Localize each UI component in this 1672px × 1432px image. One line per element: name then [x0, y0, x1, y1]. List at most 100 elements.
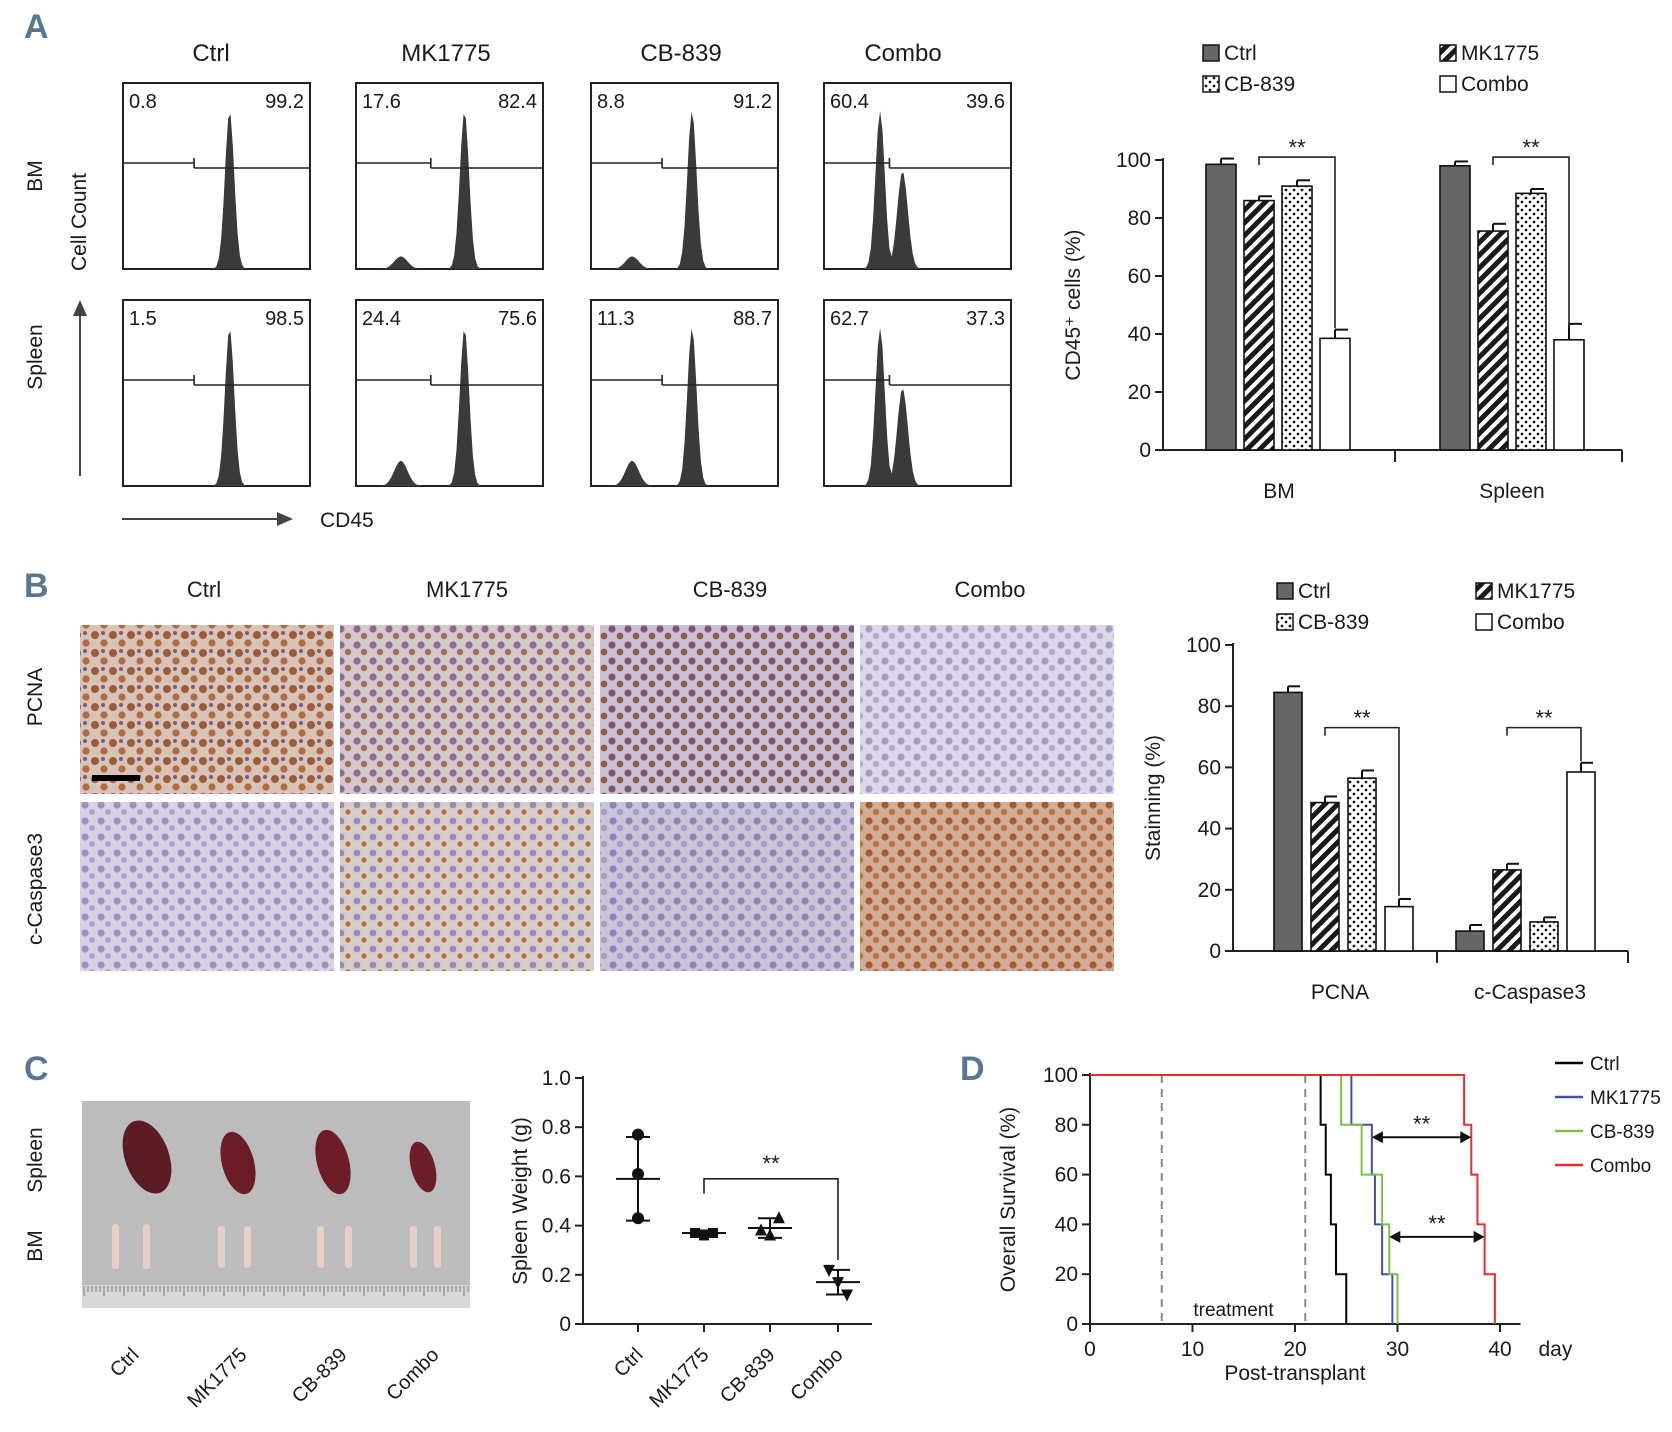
significance-bracket: [1506, 726, 1582, 762]
flow-gate: [356, 375, 543, 386]
y-tick-label: 40: [1055, 1213, 1078, 1236]
flow-ylabel: Cell Count: [68, 173, 91, 271]
flow-histogram: 17.6 82.4: [355, 82, 544, 270]
bar: [1529, 921, 1559, 952]
x-tick-label: Ctrl: [610, 1344, 648, 1382]
legend-label: Ctrl: [1590, 1054, 1620, 1075]
data-point: [699, 1230, 709, 1241]
ihc-image-pcna-cb839: [600, 625, 854, 794]
data-point: [708, 1227, 718, 1238]
survival-line: [1090, 1074, 1348, 1324]
flow-histogram: 24.4 75.6: [355, 299, 544, 487]
spleen-cb839: [315, 1129, 351, 1195]
significance-marker: **: [762, 1151, 780, 1176]
y-tick-label: 0.4: [542, 1215, 572, 1238]
flow-row-label: BM: [24, 160, 47, 192]
data-point: [632, 1128, 644, 1141]
data-point: [832, 1277, 844, 1290]
x-axis-label: Post-transplant: [1224, 1362, 1365, 1385]
x-tick-label: 30: [1386, 1338, 1409, 1361]
flow-gate-right-value: 91.2: [733, 91, 772, 113]
data-point: [773, 1211, 785, 1224]
photo-col-label: Ctrl: [106, 1344, 144, 1382]
significance-marker: **: [1522, 135, 1540, 160]
ruler: [82, 1285, 470, 1308]
flow-xlabel: CD45: [320, 509, 374, 532]
ruler-ticks: [83, 1286, 469, 1296]
bar: [1492, 869, 1522, 952]
photo-col-label: CB-839: [288, 1344, 352, 1408]
flow-col-label: CB-839: [640, 40, 721, 67]
survival-line: [1090, 1074, 1399, 1324]
x-category-label: BM: [1263, 480, 1295, 503]
ihc-col-label: MK1775: [426, 577, 508, 602]
panel-label-b: B: [24, 567, 49, 605]
spleen-weight-scatter: 0 0.2 0.4 0.6 0.8 1.0 Spleen Weight (g) CtrlMK1…: [509, 1067, 872, 1412]
legend-label: MK1775: [1461, 42, 1539, 65]
flow-gate: [123, 158, 310, 169]
y-tick-label: 20: [1128, 381, 1151, 404]
y-tick-label: 100: [1043, 1064, 1078, 1087]
legend-label: CB-839: [1590, 1122, 1654, 1143]
photo-col-label: MK1775: [183, 1344, 251, 1412]
data-point: [632, 1212, 644, 1225]
flow-histogram: 60.4 39.6: [823, 82, 1012, 270]
y-tick-label: 40: [1128, 323, 1151, 346]
panel-label-d: D: [960, 1050, 985, 1088]
cd45-bar-chart: Ctrl MK1775 CB-839 Combo 0 20 40 60 80 100 CD45⁺ c…: [1062, 42, 1623, 503]
bar: [1243, 199, 1275, 451]
ihc-image-pcna-mk1775: [340, 625, 594, 794]
data-point: [755, 1223, 767, 1236]
y-tick-label: 0: [559, 1313, 571, 1336]
ihc-image-casp3-combo: [860, 802, 1114, 971]
bar: [1310, 801, 1340, 952]
flow-gate-left-value: 62.7: [830, 308, 869, 330]
legend-swatch: [1439, 75, 1457, 93]
survival-line: [1090, 1074, 1496, 1324]
y-axis-label: Spleen Weight (g): [509, 1117, 532, 1285]
flow-gate: [356, 158, 543, 169]
comparison-arrowhead: [1473, 1230, 1485, 1243]
flow-plot-frame: [122, 82, 311, 270]
bar: [1347, 777, 1377, 952]
y-tick-label: 100: [1186, 634, 1221, 657]
flow-histogram-area: [591, 328, 778, 486]
ihc-image-pcna-ctrl: [80, 625, 334, 794]
comparison-arrowhead: [1389, 1230, 1401, 1243]
organ-photo: Spleen BM Ctrl MK1775 CB-839 Combo: [24, 1101, 470, 1412]
photo-col-label: Combo: [382, 1344, 443, 1405]
flow-gate-left-value: 60.4: [830, 91, 869, 113]
data-point: [764, 1228, 776, 1241]
x-tick-label: 0: [1084, 1338, 1096, 1361]
x-tick-label: CB-839: [716, 1344, 780, 1408]
survival-chart: 0 20 40 60 80 100 0 10 20 30 40 day Post-transplant O…: [997, 1054, 1661, 1385]
legend-label: CB-839: [1224, 73, 1295, 96]
bar: [1553, 338, 1585, 451]
ihc-col-label: Combo: [955, 577, 1026, 602]
y-axis-label: Overall Survival (%): [997, 1107, 1020, 1293]
flow-histogram: 1.5 98.5: [122, 299, 311, 487]
flow-gate-right-value: 98.5: [265, 308, 304, 330]
legend-label: CB-839: [1298, 611, 1369, 634]
bar: [1273, 691, 1303, 952]
flow-gate-right-value: 88.7: [733, 308, 772, 330]
ihc-col-label: Ctrl: [187, 577, 221, 602]
legend-swatch: [1202, 44, 1220, 62]
flow-gate: [123, 375, 310, 386]
y-tick-label: 0.8: [542, 1116, 571, 1139]
y-tick-label: 60: [1198, 756, 1221, 779]
panel-label-a: A: [24, 8, 49, 46]
y-tick-label: 0: [1209, 940, 1221, 963]
legend-swatch: [1202, 75, 1220, 93]
ihc-image-grid: Ctrl MK1775 CB-839 Combo PCNA c-Caspase3: [24, 577, 1114, 971]
bar: [1515, 192, 1547, 451]
legend-swatch: [1475, 582, 1493, 600]
y-axis-label: CD45⁺ cells (%): [1062, 229, 1085, 380]
bar: [1384, 905, 1414, 952]
legend-swatch: [1439, 44, 1457, 62]
y-tick-label: 20: [1055, 1263, 1078, 1286]
panel-label-c: C: [24, 1050, 49, 1088]
photo-row-label: BM: [24, 1230, 47, 1262]
flow-plot-frame: [823, 299, 1012, 487]
flow-row-label: Spleen: [24, 324, 47, 389]
